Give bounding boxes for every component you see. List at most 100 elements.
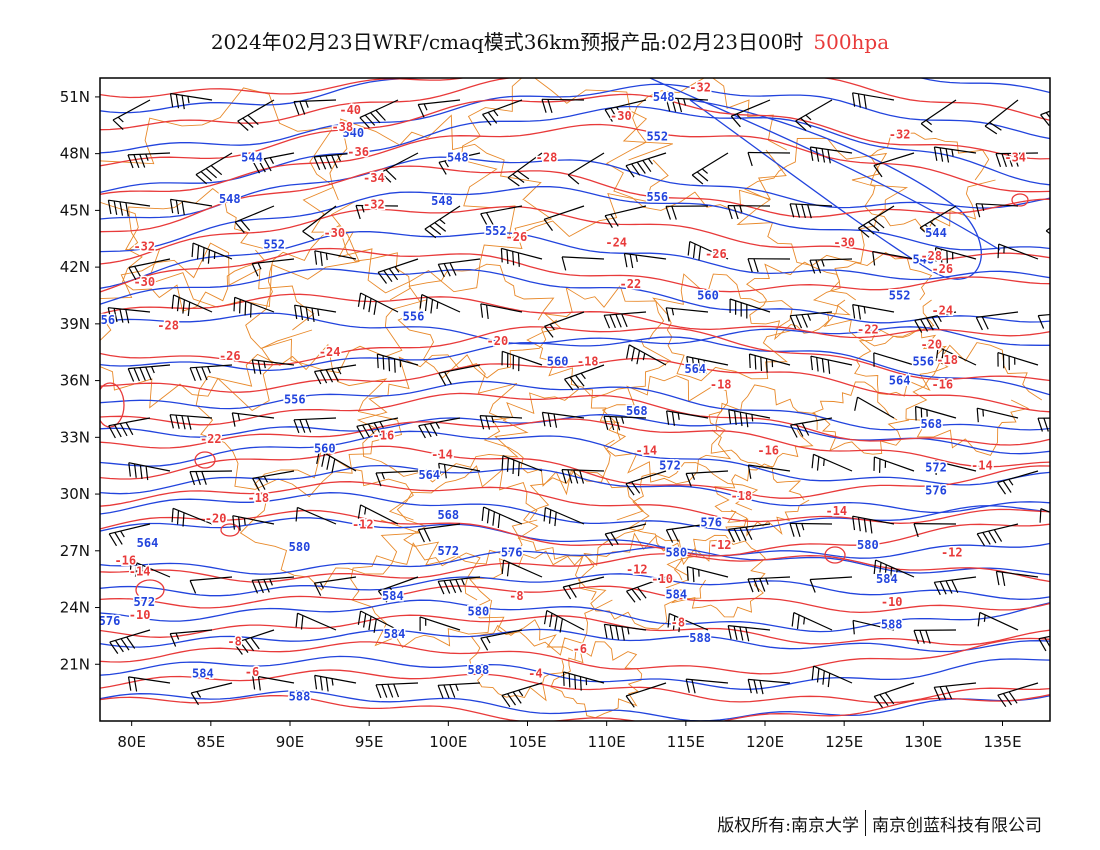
height-isoline (649, 78, 1001, 251)
boundary-line (627, 462, 759, 566)
wind-barb (686, 356, 729, 375)
height-label: 560 (547, 355, 569, 369)
height-isoline (100, 546, 1050, 576)
wind-barb (976, 523, 1019, 547)
wind-barb (417, 99, 461, 118)
province-boundaries (100, 78, 1043, 719)
temperature-isoline (100, 123, 1050, 195)
wind-barb (1045, 227, 1050, 235)
temperature-label: -6 (573, 642, 587, 656)
wind-barb (169, 92, 213, 110)
height-label: 556 (912, 355, 934, 369)
wind-barb (377, 258, 419, 284)
wind-barb (933, 682, 977, 701)
height-label: 584 (382, 589, 404, 603)
temperature-label: -16 (931, 377, 953, 391)
wind-barb (501, 350, 543, 372)
wind-barb (567, 152, 605, 185)
lat-label: 36N (60, 372, 90, 390)
temperature-label: -24 (319, 345, 341, 359)
temperature-label: -24 (605, 236, 627, 250)
wind-barb (357, 610, 399, 633)
wind-barb (809, 146, 853, 164)
wind-barb (747, 576, 791, 593)
wind-barb (995, 152, 1039, 167)
temperature-contours (100, 78, 1050, 721)
latitude-axis: 51N 48N 45N 42N 39N 36N 33N 30N 27N 24N 21N (60, 88, 100, 673)
temperature-isoline (100, 392, 1050, 446)
boundary-line (714, 463, 810, 537)
wind-barb (625, 152, 667, 178)
temperature-label: -18 (247, 491, 269, 505)
height-label: 572 (437, 544, 459, 558)
wind-barb (810, 355, 853, 374)
wind-barb (854, 396, 895, 419)
temperature-label: -18 (710, 377, 732, 391)
height-label: 564 (889, 374, 911, 388)
temperature-label: -20 (487, 334, 509, 348)
wind-barb (543, 205, 585, 231)
height-label: 552 (485, 224, 507, 238)
wind-barb (112, 99, 151, 131)
wind-barb (480, 205, 523, 227)
temperature-label: -26 (931, 262, 953, 276)
lat-label: 30N (60, 485, 90, 503)
temperature-label: -10 (881, 595, 903, 609)
lon-label: 105E (508, 733, 546, 751)
temperature-isoline (100, 326, 1050, 382)
wind-barb (747, 464, 791, 479)
wind-barb (852, 619, 895, 635)
wind-barb (438, 364, 481, 386)
height-isoline (100, 268, 1050, 324)
wind-barb (169, 629, 213, 647)
wind-barb (424, 205, 461, 239)
boundary-line (396, 465, 538, 566)
temperature-label: -34 (363, 171, 385, 185)
height-isoline (100, 380, 1050, 431)
wind-barb (189, 364, 233, 382)
wind-barb (934, 460, 977, 475)
temperature-label: -28 (157, 319, 179, 333)
wind-barb (295, 506, 337, 525)
wind-barb (314, 674, 357, 692)
wind-barb (809, 576, 853, 593)
height-isoline (100, 230, 1050, 289)
boundary-line (397, 263, 558, 379)
temperature-label: -14 (635, 444, 657, 458)
height-label: 560 (697, 289, 719, 303)
boundary-line (467, 550, 613, 656)
temperature-label: -26 (705, 247, 727, 261)
height-isoline (100, 156, 1050, 220)
wind-barb (252, 152, 295, 174)
wind-barb (623, 252, 667, 269)
lat-label: 39N (60, 315, 90, 333)
wind-barb (107, 199, 151, 217)
wind-barb (1037, 313, 1050, 329)
temperature-label: -4 (528, 667, 542, 681)
wind-barb (976, 407, 1019, 423)
wind-barb (482, 99, 523, 126)
wind-barb (933, 576, 977, 596)
height-isoline (100, 430, 1050, 486)
height-label: 552 (889, 289, 911, 303)
wind-barb (357, 292, 399, 315)
height-label: 548 (219, 192, 241, 206)
temperature-label: -8 (227, 635, 241, 649)
temperature-isoline (100, 694, 1050, 721)
temperature-label: -18 (730, 489, 752, 503)
height-isoline (100, 573, 1050, 600)
height-label: 588 (689, 631, 711, 645)
temperature-label: -22 (857, 323, 879, 337)
wind-barb (791, 612, 833, 631)
temperature-isoline (100, 614, 1050, 646)
temperature-label: -28 (920, 249, 942, 263)
title-level: 500hpa (813, 30, 890, 54)
temperature-label: -8 (509, 589, 523, 603)
boundary-line (302, 114, 553, 294)
wind-barb (189, 470, 233, 486)
wind-barb (128, 462, 171, 481)
wind-barb (233, 296, 275, 318)
footer: 版权所有:南京大学 南京创蓝科技有限公司 (717, 810, 1042, 836)
height-labels: 540 544 548 552 556 556 560 564 568 572 576 560 580 5… (100, 88, 948, 705)
wind-barb (437, 682, 481, 699)
